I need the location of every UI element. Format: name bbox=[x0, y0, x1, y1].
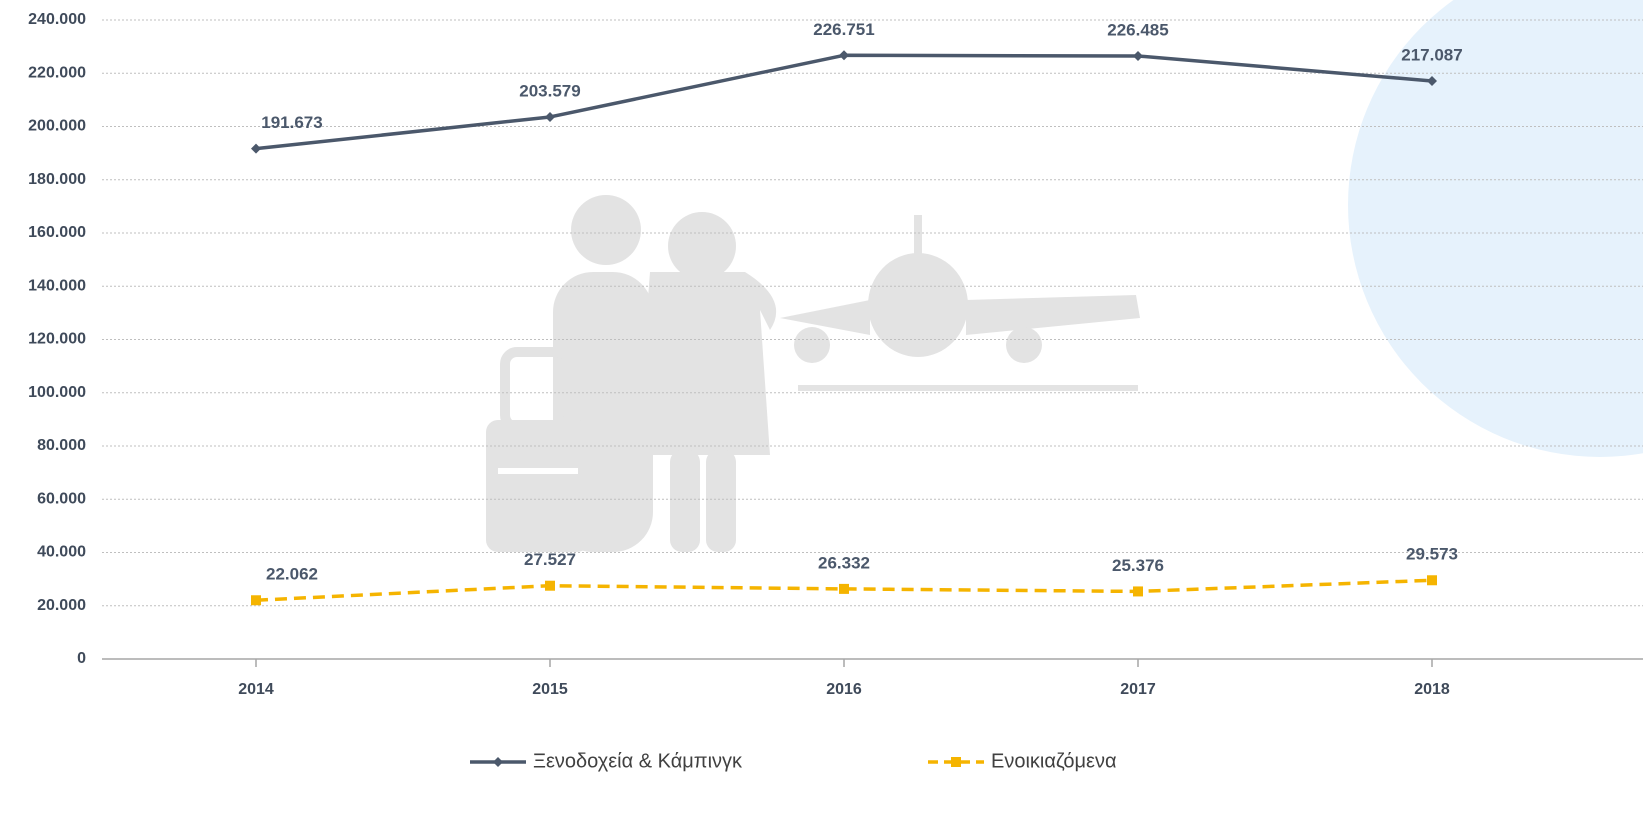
marker bbox=[545, 111, 555, 122]
x-tick-label: 2016 bbox=[826, 681, 862, 698]
travel-icon bbox=[486, 195, 1140, 552]
marker bbox=[839, 583, 849, 594]
x-tick-label: 2014 bbox=[238, 681, 274, 698]
legend-marker bbox=[493, 757, 503, 767]
marker bbox=[1133, 586, 1143, 597]
marker bbox=[251, 143, 261, 154]
marker bbox=[1427, 76, 1437, 87]
data-label: 226.485 bbox=[1107, 20, 1168, 39]
data-label: 22.062 bbox=[266, 565, 318, 584]
y-tick-label: 140.000 bbox=[28, 277, 86, 294]
y-tick-label: 180.000 bbox=[28, 171, 86, 188]
y-tick-label: 60.000 bbox=[37, 490, 86, 507]
x-tick-label: 2017 bbox=[1120, 681, 1156, 698]
series-line bbox=[255, 53, 1433, 151]
y-tick-label: 200.000 bbox=[28, 118, 86, 135]
marker bbox=[1427, 575, 1437, 586]
y-tick-label: 160.000 bbox=[28, 224, 86, 241]
y-tick-label: 80.000 bbox=[37, 437, 86, 454]
marker bbox=[545, 580, 555, 591]
decor-circle bbox=[1348, 0, 1643, 457]
y-tick-label: 240.000 bbox=[28, 11, 86, 28]
data-label: 203.579 bbox=[519, 81, 580, 100]
y-tick-label: 40.000 bbox=[37, 544, 86, 561]
data-label: 27.527 bbox=[524, 550, 576, 569]
data-label: 29.573 bbox=[1406, 545, 1458, 564]
x-tick-label: 2018 bbox=[1414, 681, 1450, 698]
marker bbox=[1133, 50, 1143, 61]
y-tick-label: 100.000 bbox=[28, 384, 86, 401]
marker bbox=[839, 50, 849, 61]
data-label: 217.087 bbox=[1401, 45, 1462, 64]
y-tick-label: 220.000 bbox=[28, 64, 86, 81]
legend-marker bbox=[951, 757, 961, 767]
series-line bbox=[255, 578, 1433, 603]
data-label: 26.332 bbox=[818, 553, 870, 572]
marker bbox=[251, 595, 261, 606]
y-tick-label: 0 bbox=[77, 650, 86, 667]
legend-label: Ξενοδοχεία & Κάμπινγκ bbox=[533, 750, 743, 772]
y-tick-label: 120.000 bbox=[28, 331, 86, 348]
data-label: 191.673 bbox=[261, 113, 322, 132]
data-label: 226.751 bbox=[813, 20, 874, 39]
background-decoration bbox=[486, 0, 1643, 552]
data-label: 25.376 bbox=[1112, 556, 1164, 575]
x-tick-label: 2015 bbox=[532, 681, 568, 698]
legend-label: Ενοικιαζόμενα bbox=[991, 750, 1117, 772]
y-tick-label: 20.000 bbox=[37, 597, 86, 614]
